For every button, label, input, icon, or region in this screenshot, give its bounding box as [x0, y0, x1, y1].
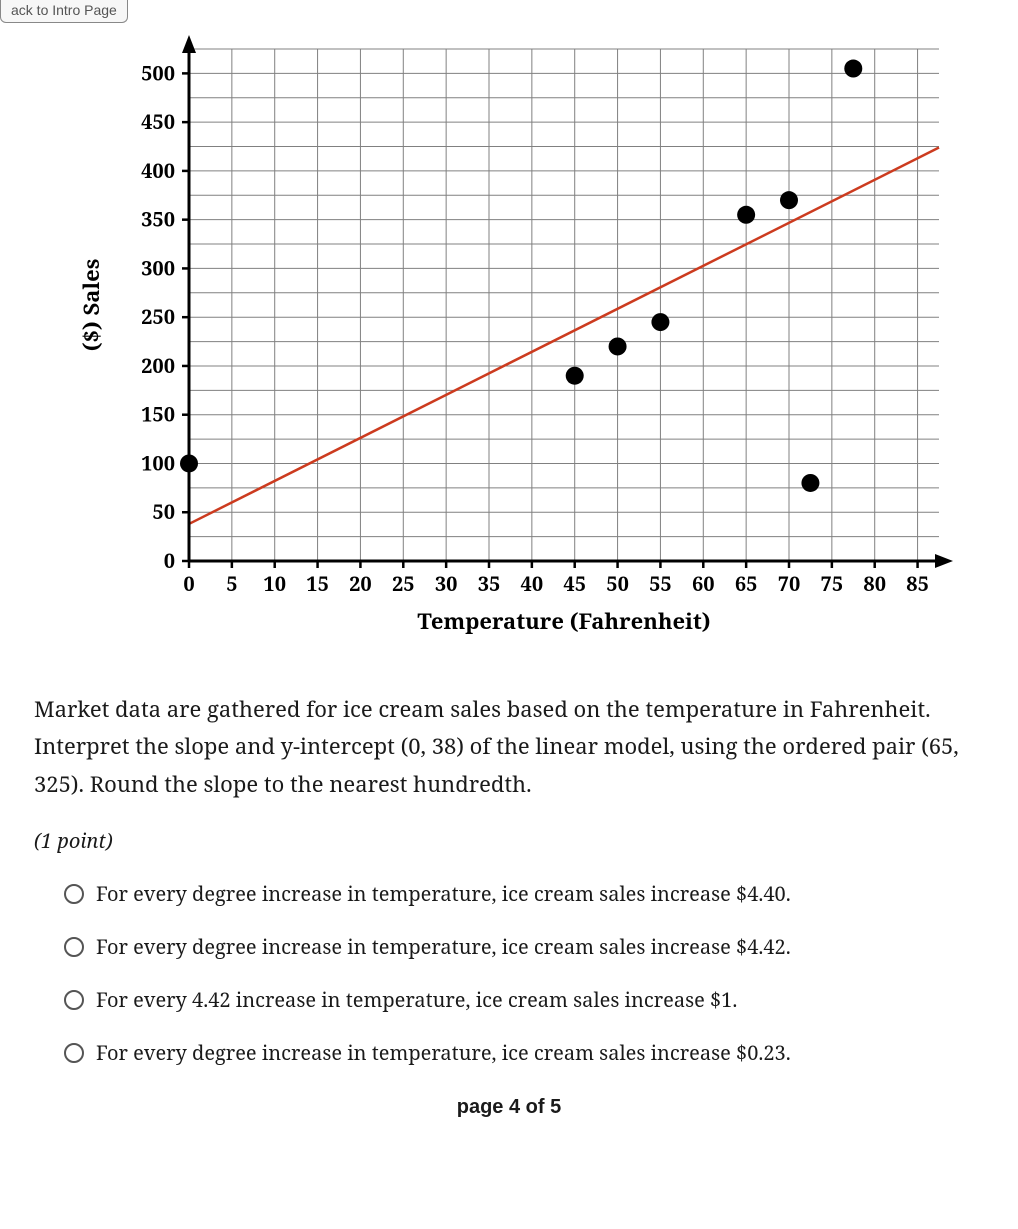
svg-text:0: 0: [164, 547, 175, 574]
svg-text:300: 300: [141, 254, 175, 281]
svg-text:85: 85: [906, 570, 929, 597]
page-indicator: page 4 of 5: [20, 1096, 998, 1119]
options-group: For every degree increase in temperature…: [64, 880, 984, 1066]
svg-text:500: 500: [141, 59, 175, 86]
option-label: For every degree increase in temperature…: [96, 933, 791, 960]
option-row[interactable]: For every 4.42 increase in temperature, …: [64, 986, 984, 1013]
option-row[interactable]: For every degree increase in temperature…: [64, 1039, 984, 1066]
radio-icon[interactable]: [64, 884, 84, 904]
svg-text:15: 15: [306, 570, 329, 597]
svg-text:70: 70: [778, 570, 801, 597]
option-label: For every 4.42 increase in temperature, …: [96, 986, 737, 1013]
svg-text:80: 80: [863, 570, 886, 597]
svg-text:10: 10: [263, 570, 286, 597]
svg-text:55: 55: [649, 570, 672, 597]
scatter-chart: 0 5 10 15 20 25 30 35 40 45 50 55 60 65 70 75 80 85 0 50 100…: [49, 31, 969, 661]
svg-text:250: 250: [141, 303, 175, 330]
radio-icon[interactable]: [64, 990, 84, 1010]
svg-text:0: 0: [183, 570, 194, 597]
svg-text:65: 65: [735, 570, 758, 597]
svg-text:Temperature (Fahrenheit): Temperature (Fahrenheit): [417, 606, 710, 636]
option-label: For every degree increase in temperature…: [96, 880, 791, 907]
svg-text:35: 35: [478, 570, 501, 597]
svg-text:($) Sales: ($) Sales: [76, 259, 106, 352]
chart-container: 0 5 10 15 20 25 30 35 40 45 50 55 60 65 70 75 80 85 0 50 100…: [20, 31, 998, 661]
svg-text:450: 450: [141, 108, 175, 135]
svg-text:45: 45: [563, 570, 586, 597]
svg-text:400: 400: [141, 157, 175, 184]
radio-icon[interactable]: [64, 937, 84, 957]
svg-text:50: 50: [152, 498, 175, 525]
option-row[interactable]: For every degree increase in temperature…: [64, 933, 984, 960]
back-nav-tab[interactable]: ack to Intro Page: [0, 0, 128, 23]
svg-text:5: 5: [226, 570, 237, 597]
svg-text:30: 30: [435, 570, 458, 597]
page-root: ack to Intro Page 0 5 10 15 20 25 30 35 40 45 50 55…: [0, 0, 1018, 1139]
svg-text:50: 50: [606, 570, 629, 597]
svg-text:25: 25: [392, 570, 415, 597]
svg-text:40: 40: [521, 570, 544, 597]
svg-text:20: 20: [349, 570, 372, 597]
svg-text:350: 350: [141, 206, 175, 233]
svg-text:200: 200: [141, 352, 175, 379]
question-text: Market data are gathered for ice cream s…: [34, 691, 984, 803]
option-row[interactable]: For every degree increase in temperature…: [64, 880, 984, 907]
svg-text:100: 100: [141, 449, 175, 476]
radio-icon[interactable]: [64, 1043, 84, 1063]
svg-text:150: 150: [141, 401, 175, 428]
points-label: (1 point): [34, 827, 984, 854]
option-label: For every degree increase in temperature…: [96, 1039, 791, 1066]
svg-text:60: 60: [692, 570, 715, 597]
svg-text:75: 75: [821, 570, 844, 597]
back-nav-label: ack to Intro Page: [11, 2, 117, 18]
